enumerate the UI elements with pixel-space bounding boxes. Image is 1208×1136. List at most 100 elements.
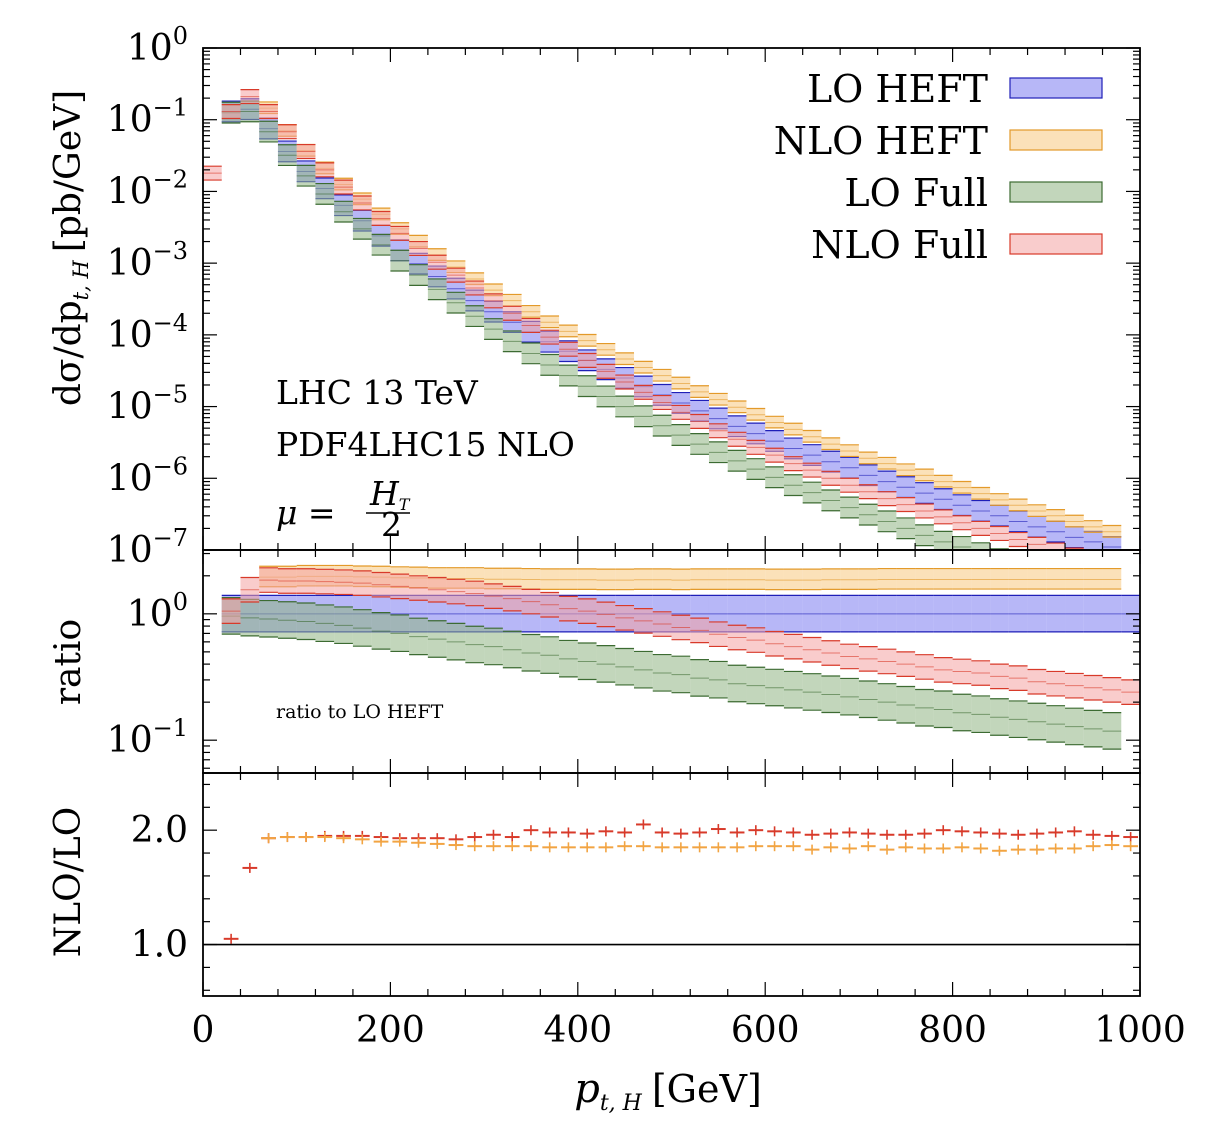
band-nlo-full-bin: [1065, 672, 1084, 699]
band-lo-full-bin: [352, 609, 372, 647]
band-lo-heft-bin: [783, 437, 803, 460]
kfactor-point: [898, 829, 914, 840]
band-fill: [1027, 568, 1047, 590]
kfactor-point: [673, 842, 689, 853]
kfactor-point: [842, 843, 857, 854]
kfactor-point: [448, 840, 464, 851]
band-nlo-heft-bin: [652, 568, 672, 590]
band-nlo-full-bin: [877, 648, 897, 675]
kfactor-point: [973, 843, 989, 854]
kfactor-point: [935, 843, 951, 854]
band-nlo-heft-bin: [671, 376, 691, 390]
kfactor-point: [373, 836, 389, 847]
band-nlo-full-bin: [690, 413, 709, 430]
band-nlo-heft-bin: [708, 568, 728, 590]
band-fill: [1046, 568, 1066, 590]
main-y-tick-label: 10−6: [107, 452, 188, 499]
legend-label-lo-heft: LO HEFT: [807, 67, 988, 111]
band-lo-full-bin: [559, 364, 578, 387]
annotation-pdf: PDF4LHC15 NLO: [276, 425, 575, 464]
kfactor-point: [823, 842, 839, 853]
x-tick-label: 0: [192, 1010, 215, 1051]
x-tick-label: 200: [356, 1010, 425, 1051]
kfactor-point: [785, 841, 801, 852]
band-nlo-full-bin: [858, 646, 878, 672]
band-nlo-heft-bin: [1027, 567, 1047, 590]
ratio-panel-bands: [221, 564, 1140, 750]
band-nlo-full-bin: [933, 657, 953, 683]
kfactor-point: [954, 842, 970, 853]
ratio-y-tick-label: 100: [127, 588, 188, 635]
band-lo-full-bin: [783, 670, 803, 709]
band-lo-full-bin: [484, 318, 503, 341]
band-lo-full-bin: [502, 630, 522, 669]
band-fill: [521, 568, 541, 590]
kfactor-point: [561, 842, 576, 853]
band-nlo-full-bin: [1083, 674, 1103, 701]
x-tick-label: 1000: [1094, 1010, 1186, 1051]
band-lo-heft-bin: [1083, 594, 1103, 633]
band-nlo-heft-bin: [783, 568, 803, 591]
band-nlo-full-bin: [521, 317, 541, 334]
band-nlo-heft-bin: [877, 567, 897, 590]
band-nlo-full-bin: [427, 576, 447, 603]
band-nlo-full-bin: [765, 630, 784, 657]
band-nlo-heft-bin: [708, 392, 728, 406]
band-nlo-full-bin: [671, 614, 691, 641]
kfactor-point: [336, 833, 351, 844]
band-lo-full-bin: [296, 164, 316, 187]
band-fill: [1065, 568, 1084, 590]
band-lo-full-bin: [1065, 707, 1084, 746]
band-lo-full-bin: [708, 660, 728, 699]
kfactor-point: [729, 842, 745, 853]
band-lo-heft-bin: [933, 594, 953, 633]
band-lo-full-bin: [896, 517, 916, 540]
kfactor-point: [710, 842, 726, 853]
band-nlo-heft-bin: [990, 493, 1009, 506]
band-lo-heft-bin: [1102, 594, 1122, 633]
band-fill: [708, 568, 728, 590]
band-fill: [559, 568, 578, 590]
band-lo-full-bin: [783, 474, 803, 497]
band-nlo-heft-bin: [1008, 567, 1028, 590]
band-nlo-full-bin: [1008, 665, 1028, 691]
annotation-mu: μ = HT 2: [276, 474, 411, 544]
kfactor-point: [598, 826, 614, 837]
band-nlo-full-bin: [783, 633, 803, 660]
band-fill: [1083, 568, 1103, 590]
band-fill: [1008, 568, 1028, 590]
band-nlo-full-bin: [559, 341, 578, 357]
band-nlo-full-bin: [765, 447, 784, 463]
band-nlo-heft-bin: [634, 568, 653, 590]
band-fill: [727, 568, 747, 590]
kfactor-point: [1010, 844, 1026, 855]
kfactor-panel-points: [203, 819, 1140, 946]
band-nlo-heft-bin: [502, 293, 522, 307]
band-nlo-full-bin: [446, 267, 466, 283]
band-nlo-full-bin: [352, 570, 372, 596]
kfactor-point: [692, 827, 707, 838]
kfactor-point: [561, 827, 576, 838]
kfactor-point: [1010, 829, 1026, 840]
band-lo-full-bin: [802, 673, 822, 711]
legend-swatch-nlo-full: [1009, 233, 1103, 255]
band-lo-full-bin: [915, 688, 934, 727]
band-lo-heft-bin: [1008, 510, 1028, 533]
kfactor-point: [411, 837, 426, 848]
band-fill: [577, 568, 597, 590]
band-nlo-heft-bin: [1065, 514, 1084, 528]
band-nlo-full-bin: [1008, 531, 1028, 548]
band-lo-full-bin: [446, 622, 466, 661]
band-nlo-full-bin: [521, 588, 541, 615]
band-lo-full-bin: [521, 633, 541, 672]
band-nlo-heft-bin: [915, 468, 934, 482]
kfactor-point: [223, 933, 239, 944]
band-lo-full-bin: [821, 675, 841, 714]
ratio-y-axis-title: ratio: [48, 619, 89, 705]
band-nlo-heft-bin: [540, 315, 560, 329]
band-nlo-full-bin: [277, 568, 297, 594]
band-nlo-heft-bin: [1102, 524, 1122, 538]
band-nlo-full-bin: [821, 640, 841, 666]
kfactor-point: [1104, 830, 1120, 841]
